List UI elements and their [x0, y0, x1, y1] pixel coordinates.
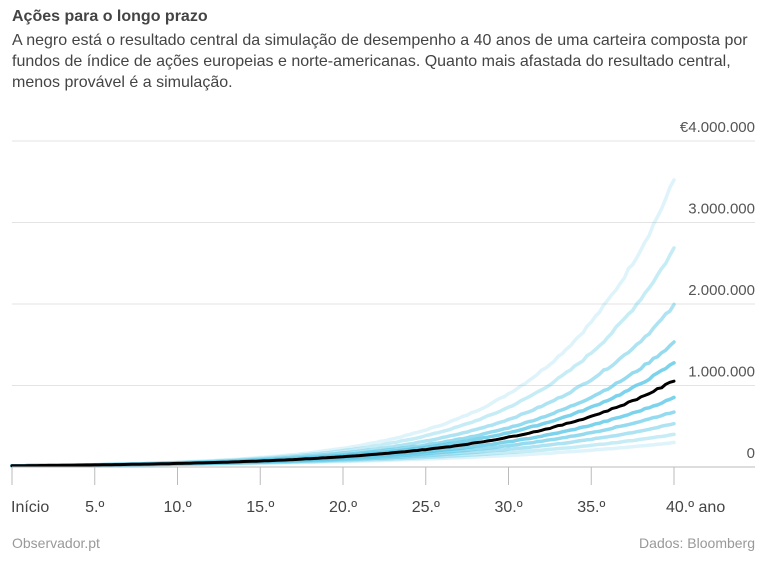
x-tick-label: 5.º: [85, 499, 104, 516]
x-tick-label: 40.º ano: [666, 499, 725, 516]
x-axis-ticks: Início 5.º 10.º 15.º 20.º 25.º 30.º 35.º 40.º an…: [11, 467, 725, 516]
x-tick-label: 35.º: [577, 499, 605, 516]
chart-subtitle: A negro está o resultado central da simu…: [12, 32, 748, 91]
y-tick-label: 3.000.000: [688, 201, 755, 218]
x-tick-label: 20.º: [329, 499, 357, 516]
source-left: Observador.pt: [12, 535, 100, 551]
y-tick-label: 2.000.000: [688, 282, 755, 299]
x-tick-label: 15.º: [246, 499, 274, 516]
x-tick-label: Início: [11, 499, 49, 516]
y-tick-label: €4.000.000: [680, 119, 755, 136]
y-tick-label: 0: [747, 445, 755, 462]
central-series-line: [10, 379, 676, 468]
series-lines: [10, 178, 676, 468]
source-right: Dados: Bloomberg: [639, 535, 755, 551]
chart-title: Ações para o longo prazo: [12, 8, 208, 25]
y-tick-label: 1.000.000: [688, 364, 755, 381]
x-tick-label: 10.º: [163, 499, 191, 516]
x-tick-label: 30.º: [494, 499, 522, 516]
grid-lines: [12, 140, 755, 386]
y-tick-labels: 0 1.000.000 2.000.000 3.000.000 €4.000.000: [680, 119, 755, 462]
x-tick-label: 25.º: [412, 499, 440, 516]
simulation-series-line: [10, 246, 676, 468]
